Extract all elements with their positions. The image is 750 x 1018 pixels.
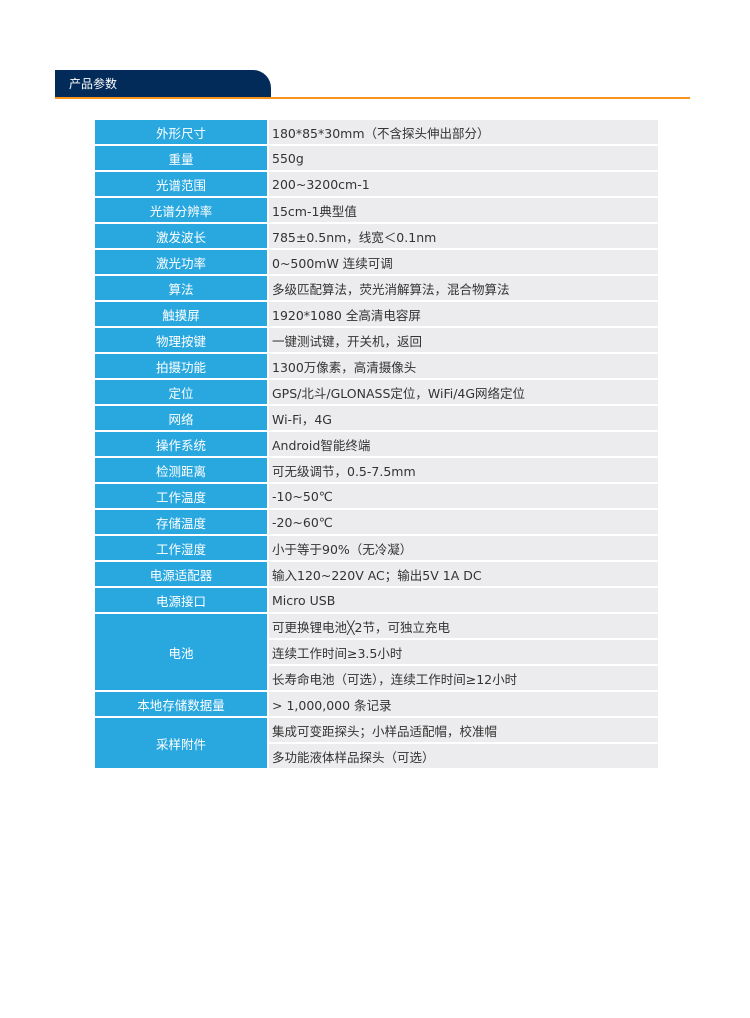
table-row: 检测距离 可无级调节，0.5-7.5mm bbox=[93, 456, 660, 484]
spec-value: Android智能终端 bbox=[267, 430, 660, 458]
table-row: 激发波长 785±0.5nm，线宽＜0.1nm bbox=[93, 222, 660, 250]
spec-value: > 1,000,000 条记录 bbox=[267, 690, 660, 718]
spec-value: Micro USB bbox=[267, 586, 660, 614]
table-row: 光谱范围 200~3200cm-1 bbox=[93, 170, 660, 198]
spec-label: 定位 bbox=[93, 378, 269, 406]
spec-label: 激光功率 bbox=[93, 248, 269, 276]
spec-value: -10~50℃ bbox=[267, 482, 660, 510]
spec-label: 重量 bbox=[93, 144, 269, 172]
table-row: 算法 多级匹配算法，荧光消解算法，混合物算法 bbox=[93, 274, 660, 302]
table-row: 网络 Wi-Fi，4G bbox=[93, 404, 660, 432]
table-row: 操作系统 Android智能终端 bbox=[93, 430, 660, 458]
spec-label: 本地存储数据量 bbox=[93, 690, 269, 718]
spec-value: 0~500mW 连续可调 bbox=[267, 248, 660, 276]
spec-label: 激发波长 bbox=[93, 222, 269, 250]
table-row: 工作湿度 小于等于90%（无冷凝） bbox=[93, 534, 660, 562]
spec-table: 外形尺寸 180*85*30mm（不含探头伸出部分） 重量 550g 光谱范围 200~3… bbox=[93, 118, 660, 770]
spec-label: 电池 bbox=[93, 612, 269, 692]
table-row: 长寿命电池（可选），连续工作时间≥12小时 bbox=[94, 664, 660, 692]
spec-label: 算法 bbox=[93, 274, 269, 302]
table-row: 触摸屏 1920*1080 全高清电容屏 bbox=[93, 300, 660, 328]
section-header: 产品参数 bbox=[55, 70, 271, 98]
table-row: 电池 可更换锂电池╳2节，可独立充电 bbox=[93, 612, 660, 692]
table-row: 激光功率 0~500mW 连续可调 bbox=[93, 248, 660, 276]
spec-value: 小于等于90%（无冷凝） bbox=[267, 534, 660, 562]
spec-value: 长寿命电池（可选），连续工作时间≥12小时 bbox=[267, 664, 660, 692]
spec-label: 工作湿度 bbox=[93, 534, 269, 562]
spec-value: 一键测试键，开关机，返回 bbox=[267, 326, 660, 354]
table-row: 连续工作时间≥3.5小时 bbox=[94, 638, 660, 666]
spec-label: 外形尺寸 bbox=[93, 118, 269, 146]
spec-value: 可更换锂电池╳2节，可独立充电 bbox=[267, 612, 660, 640]
spec-value: 15cm-1典型值 bbox=[267, 196, 660, 224]
spec-label: 光谱范围 bbox=[93, 170, 269, 198]
spec-value: 多功能液体样品探头（可选） bbox=[267, 742, 660, 770]
table-row: 物理按键 一键测试键，开关机，返回 bbox=[93, 326, 660, 354]
spec-value: 550g bbox=[267, 144, 660, 172]
spec-value: 集成可变距探头；小样品适配帽，校准帽 bbox=[267, 716, 660, 744]
spec-label: 物理按键 bbox=[93, 326, 269, 354]
spec-value: 200~3200cm-1 bbox=[267, 170, 660, 198]
spec-label: 触摸屏 bbox=[93, 300, 269, 328]
spec-value: 多级匹配算法，荧光消解算法，混合物算法 bbox=[267, 274, 660, 302]
table-row: 存储温度 -20~60℃ bbox=[93, 508, 660, 536]
table-row: 电源适配器 输入120~220V AC；输出5V 1A DC bbox=[93, 560, 660, 588]
table-row: 采样附件 集成可变距探头；小样品适配帽，校准帽 bbox=[93, 716, 660, 770]
spec-value: Wi-Fi，4G bbox=[267, 404, 660, 432]
spec-value: 输入120~220V AC；输出5V 1A DC bbox=[267, 560, 660, 588]
spec-label: 采样附件 bbox=[93, 716, 269, 770]
table-row: 电源接口 Micro USB bbox=[93, 586, 660, 614]
table-row: 重量 550g bbox=[93, 144, 660, 172]
spec-value: 180*85*30mm（不含探头伸出部分） bbox=[267, 118, 660, 146]
spec-value: GPS/北斗/GLONASS定位，WiFi/4G网络定位 bbox=[267, 378, 660, 406]
header-divider bbox=[55, 97, 690, 99]
table-row: 多功能液体样品探头（可选） bbox=[94, 742, 660, 770]
spec-value: 1920*1080 全高清电容屏 bbox=[267, 300, 660, 328]
table-row: 外形尺寸 180*85*30mm（不含探头伸出部分） bbox=[93, 118, 660, 146]
table-row: 拍摄功能 1300万像素，高清摄像头 bbox=[93, 352, 660, 380]
spec-label: 电源适配器 bbox=[93, 560, 269, 588]
spec-value: 1300万像素，高清摄像头 bbox=[267, 352, 660, 380]
spec-label: 电源接口 bbox=[93, 586, 269, 614]
spec-value: -20~60℃ bbox=[267, 508, 660, 536]
spec-value: 可无级调节，0.5-7.5mm bbox=[267, 456, 660, 484]
table-row: 光谱分辨率 15cm-1典型值 bbox=[93, 196, 660, 224]
table-row: 定位 GPS/北斗/GLONASS定位，WiFi/4G网络定位 bbox=[93, 378, 660, 406]
spec-value: 连续工作时间≥3.5小时 bbox=[267, 638, 660, 666]
spec-label: 网络 bbox=[93, 404, 269, 432]
spec-value: 785±0.5nm，线宽＜0.1nm bbox=[267, 222, 660, 250]
spec-label: 拍摄功能 bbox=[93, 352, 269, 380]
spec-label: 光谱分辨率 bbox=[93, 196, 269, 224]
spec-label: 检测距离 bbox=[93, 456, 269, 484]
spec-label: 工作温度 bbox=[93, 482, 269, 510]
spec-label: 存储温度 bbox=[93, 508, 269, 536]
table-row: 工作温度 -10~50℃ bbox=[93, 482, 660, 510]
spec-label: 操作系统 bbox=[93, 430, 269, 458]
table-row: 本地存储数据量 > 1,000,000 条记录 bbox=[93, 690, 660, 718]
